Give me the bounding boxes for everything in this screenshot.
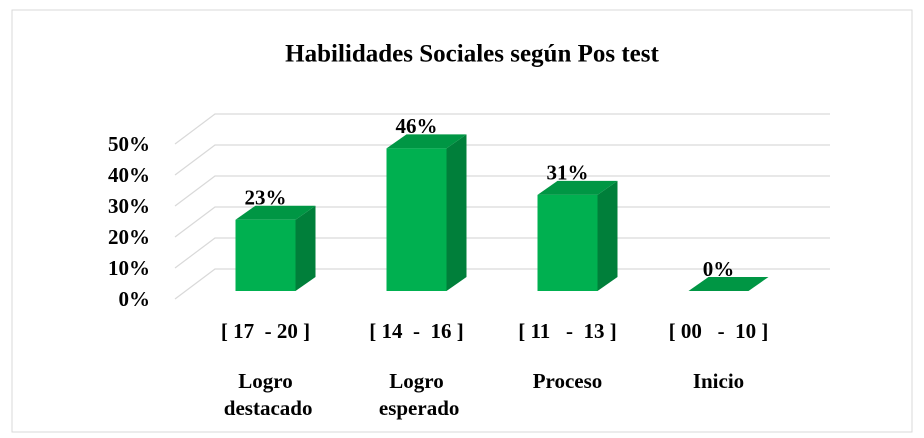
y-tick-label: 10% [108,256,150,280]
x-tick-label: [ 17 - 20 ] [221,319,310,343]
bar [537,180,618,291]
y-tick-label: 30% [108,194,150,218]
value-label: 46% [396,114,438,138]
grid-line [174,144,830,176]
bar-front [386,148,447,291]
grid-line [174,206,830,238]
x-tick-label: [ 14 - 16 ] [369,319,463,343]
category-label: Logro destacado [219,369,313,420]
category-label: Proceso [533,369,603,393]
x-tick-label: [ 00 - 10 ] [669,319,769,343]
grid-line [174,175,830,207]
x-tick-label: [ 11 - 13 ] [518,319,617,343]
y-tick-label: 40% [108,163,150,187]
value-label: 31% [547,161,589,185]
category-label: Inicio [693,369,744,393]
grid-line [174,237,830,269]
value-label: 23% [245,186,287,210]
bar-front [537,194,598,291]
bar-side [446,134,467,291]
bar [386,134,467,291]
bar-front [235,219,296,291]
category-label: Logro esperado [374,369,460,420]
grid-line [174,268,830,300]
value-label: 0% [703,257,735,281]
chart-title: Habilidades Sociales según Pos test [285,41,659,68]
y-tick-label: 50% [108,132,150,156]
bar [235,205,316,291]
bar-top [537,180,618,195]
bar [688,277,769,291]
grid-line [174,113,830,145]
bar-side [295,205,316,291]
bar-side [597,180,618,291]
bar-top [688,277,769,291]
bar-top [386,134,467,149]
y-tick-label: 20% [108,225,150,249]
y-tick-label: 0% [119,287,151,311]
bar-top [235,205,316,220]
